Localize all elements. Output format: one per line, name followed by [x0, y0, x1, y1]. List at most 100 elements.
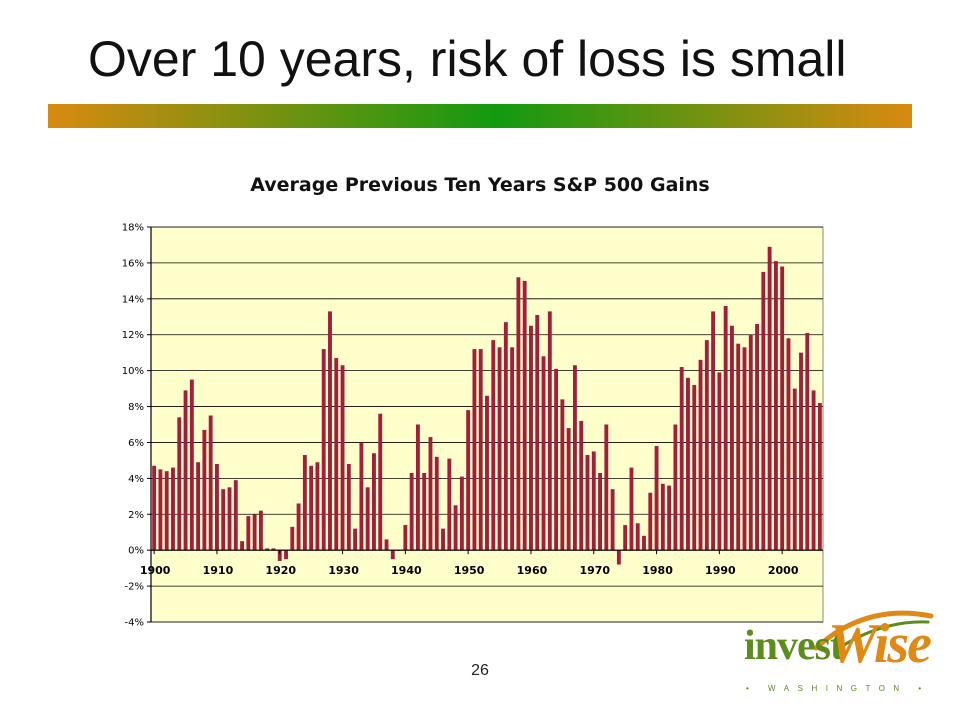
bar	[485, 395, 489, 551]
bar	[315, 462, 320, 551]
bar	[252, 514, 257, 551]
bar	[215, 464, 219, 551]
x-tick-label: 1960	[517, 564, 548, 577]
slide-title: Over 10 years, risk of loss is small	[88, 31, 847, 87]
bar	[805, 332, 810, 551]
title-underline-bar	[48, 104, 912, 128]
bar	[591, 451, 596, 551]
bar	[660, 483, 665, 551]
bar	[522, 280, 527, 551]
bar	[233, 480, 238, 551]
bar	[560, 399, 565, 551]
logo-text-wise: Wise	[828, 613, 932, 675]
bar	[453, 505, 458, 551]
x-tick-label: 1930	[328, 564, 359, 577]
bar	[704, 340, 709, 551]
bar	[277, 550, 282, 561]
bar	[717, 372, 722, 551]
x-tick-label: 1910	[203, 564, 234, 577]
bar	[748, 334, 753, 551]
bar	[686, 377, 690, 551]
bar	[736, 343, 741, 551]
bar	[654, 446, 659, 551]
x-tick-label: 1900	[140, 564, 171, 577]
bar	[409, 472, 414, 551]
bar	[566, 428, 571, 551]
bar	[723, 306, 728, 551]
bar	[346, 464, 351, 551]
bar	[265, 548, 270, 551]
y-tick-label: 0%	[128, 546, 144, 557]
bar	[240, 541, 245, 551]
bar	[547, 311, 552, 551]
bar	[340, 365, 345, 551]
bar	[673, 424, 678, 551]
y-tick-label: -4%	[125, 618, 144, 629]
bar	[177, 417, 182, 551]
bar	[667, 485, 672, 551]
bar	[428, 437, 433, 551]
bars	[152, 246, 822, 565]
bar	[648, 492, 653, 551]
bar	[403, 525, 408, 551]
bar	[378, 413, 383, 551]
bar	[780, 266, 785, 551]
bar	[799, 352, 803, 551]
y-tick-label: -2%	[125, 582, 144, 593]
x-tick-labels: 1900 1910 1920 1930 1940 1950 1960 1970 1980 1990…	[140, 564, 799, 577]
bar	[227, 487, 232, 551]
axes	[150, 227, 823, 622]
bar	[422, 472, 427, 551]
bar	[472, 349, 477, 551]
bar	[491, 340, 496, 551]
y-tick-label: 16%	[122, 258, 144, 269]
bar	[629, 467, 634, 551]
bar	[284, 550, 288, 560]
bar	[290, 526, 295, 551]
bar	[302, 455, 307, 551]
bar	[384, 539, 389, 551]
bar	[604, 424, 609, 551]
bar	[390, 550, 395, 560]
bar	[353, 528, 358, 551]
bar	[755, 323, 759, 551]
bar	[208, 415, 213, 551]
y-tick-label: 12%	[122, 330, 144, 341]
x-tick-label: 1920	[265, 564, 296, 577]
bar	[309, 465, 314, 551]
y-tick-label: 18%	[122, 223, 144, 234]
y-tick-label: 14%	[122, 294, 144, 305]
bar	[773, 261, 778, 551]
logo-text-invest: invest	[744, 623, 844, 669]
bar	[692, 385, 697, 551]
bar	[635, 523, 640, 551]
bar	[189, 379, 194, 551]
y-tick-label: 10%	[122, 366, 144, 377]
bar	[334, 358, 339, 551]
bar	[447, 458, 452, 551]
y-tick-labels: -4% -2% 0% 2% 4% 6% 8% 10% 12% 14% 16% 18%	[122, 223, 144, 629]
chart-title: Average Previous Ten Years S&P 500 Gains	[250, 174, 710, 196]
bar	[786, 338, 791, 551]
x-tick-label: 1940	[391, 564, 422, 577]
bar	[642, 535, 646, 551]
x-tick-label: 1950	[454, 564, 485, 577]
bar	[817, 402, 822, 551]
bar	[616, 550, 621, 565]
bar	[164, 471, 169, 551]
bar	[811, 390, 816, 551]
bar	[572, 365, 577, 551]
y-tick-label: 6%	[128, 438, 144, 449]
bar	[183, 390, 188, 551]
bar	[585, 455, 590, 551]
x-tick-label: 1970	[579, 564, 610, 577]
y-tick-label: 8%	[128, 402, 144, 413]
bar	[623, 525, 628, 551]
bar	[196, 462, 201, 551]
bar	[579, 420, 584, 551]
bar	[328, 311, 332, 551]
bar	[365, 487, 370, 551]
bar	[221, 489, 226, 551]
bar	[152, 465, 157, 551]
